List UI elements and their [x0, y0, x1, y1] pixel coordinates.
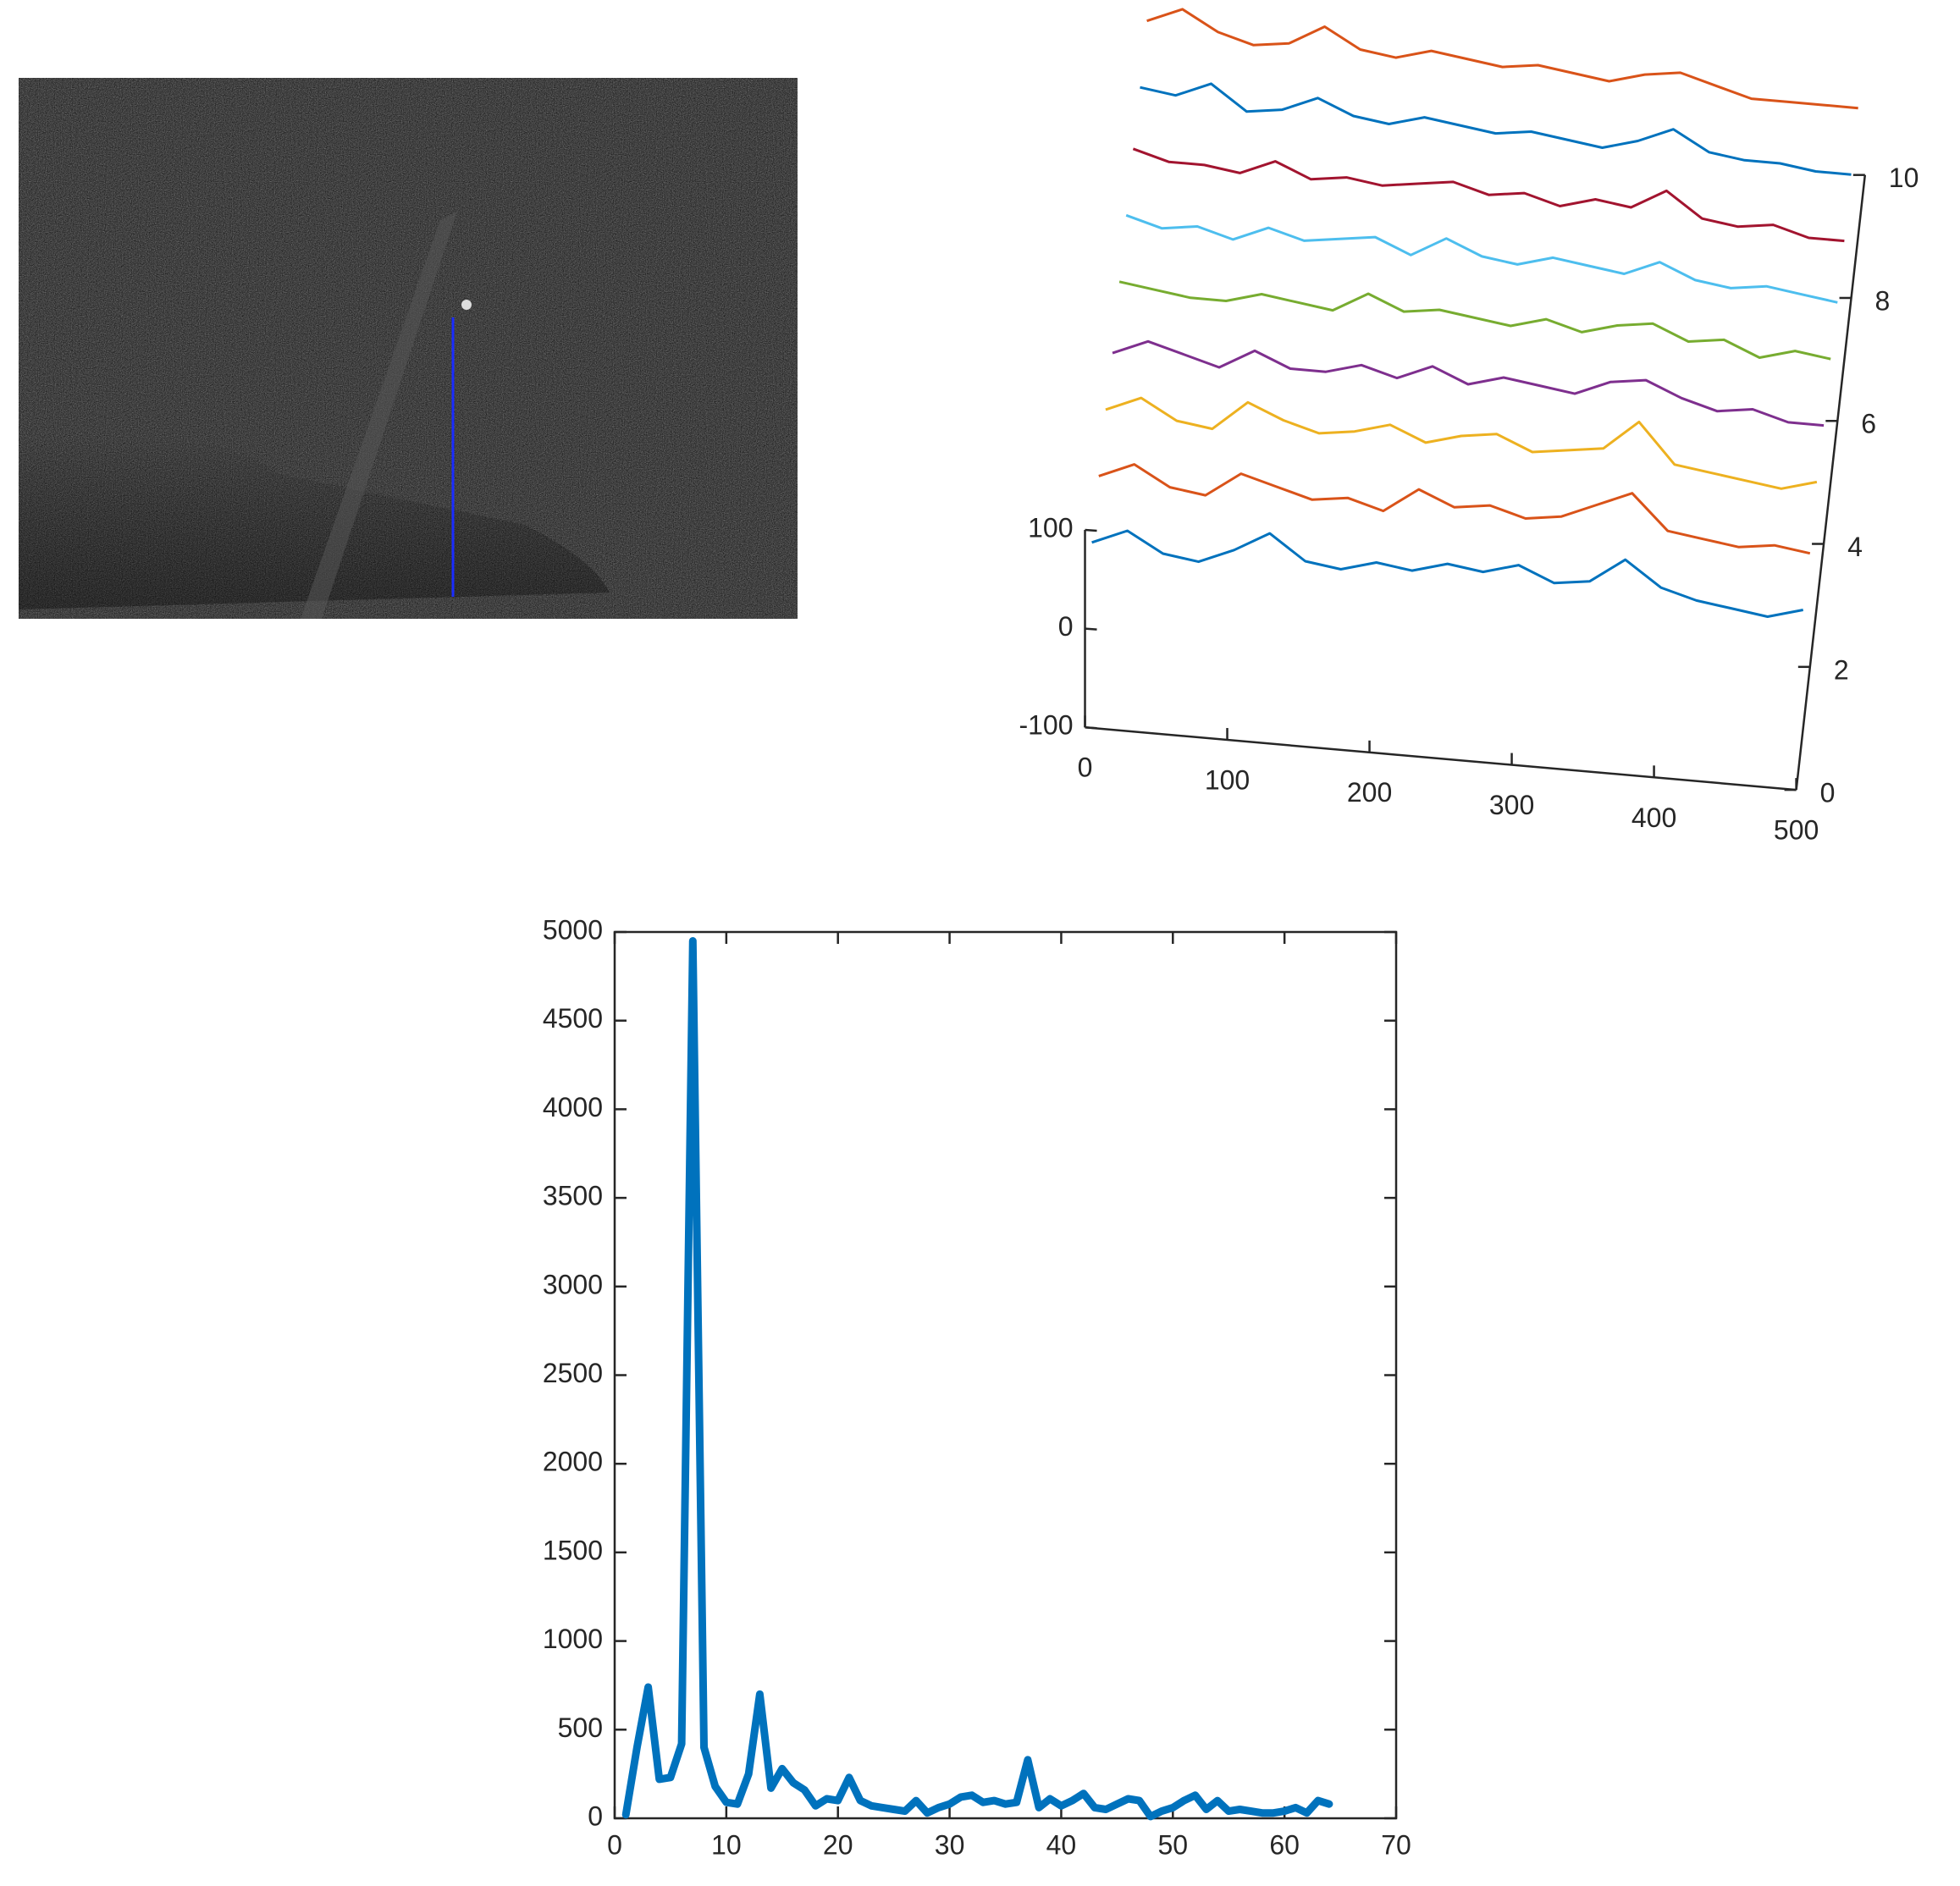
series-line	[1146, 8, 1858, 110]
sar-image	[19, 78, 798, 619]
y-tick-label: 5000	[543, 914, 603, 945]
z-tick	[1085, 627, 1097, 631]
x-tick-label: 50	[1157, 1829, 1188, 1860]
z-tick	[1085, 528, 1097, 532]
x-tick-label: 0	[1078, 753, 1093, 783]
x-tick-label: 60	[1269, 1829, 1300, 1860]
series-line	[621, 937, 1333, 1821]
z-tick	[1085, 726, 1097, 730]
x-tick-label: 70	[1381, 1829, 1411, 1860]
x-tick-label: 30	[935, 1829, 965, 1860]
x-tick-label: 0	[607, 1829, 622, 1860]
series-line	[1105, 396, 1818, 490]
y-tick-label: 2500	[543, 1358, 603, 1388]
x-tick-label: 300	[1489, 790, 1534, 820]
series-line	[1125, 213, 1838, 304]
line-plot: 0 10 20 30 40 50 60 70 0 500 1000 1500 2000 2500 3000 3…	[543, 914, 1411, 1860]
y-tick-label: 1000	[543, 1624, 603, 1654]
z-tick-label: 0	[1058, 611, 1074, 642]
series-line	[1098, 463, 1811, 555]
series-line	[1091, 529, 1803, 618]
series-line	[1140, 82, 1852, 176]
x-tick-label: 400	[1631, 802, 1676, 833]
y-tick-label: 10	[1889, 163, 1919, 193]
y-tick-label: 2000	[543, 1447, 603, 1477]
x-tick-label: 40	[1046, 1829, 1077, 1860]
y-tick-label: 8	[1875, 285, 1891, 316]
y-tick-label: 6	[1861, 409, 1876, 439]
x-tick-label: 200	[1347, 777, 1392, 808]
series-line	[1112, 339, 1825, 427]
z-tick-label: 100	[1028, 512, 1073, 543]
x-tick-label: 10	[711, 1829, 742, 1860]
plot-frame	[613, 930, 1398, 1820]
x-tick-label: 500	[1774, 815, 1819, 846]
y-tick-label: 0	[588, 1801, 603, 1831]
y-tick-label: 2	[1834, 654, 1849, 685]
y-tick-label: 4000	[543, 1092, 603, 1122]
y-tick-label: 3000	[543, 1269, 603, 1299]
y-tick-label: 4	[1847, 532, 1863, 562]
y-axis	[1795, 174, 1867, 791]
x-axis	[1085, 726, 1797, 791]
y-tick-label: 1500	[543, 1535, 603, 1565]
z-tick-label: -100	[1019, 710, 1073, 741]
y-tick-label: 3500	[543, 1181, 603, 1211]
series-line	[1118, 280, 1831, 361]
y-tick-label: 500	[558, 1712, 603, 1743]
y-tick-label: 0	[1820, 778, 1836, 808]
series-line	[1132, 147, 1845, 243]
x-tick-label: 20	[823, 1829, 853, 1860]
y-tick-label: 4500	[543, 1003, 603, 1034]
x-tick-label: 100	[1205, 764, 1250, 795]
